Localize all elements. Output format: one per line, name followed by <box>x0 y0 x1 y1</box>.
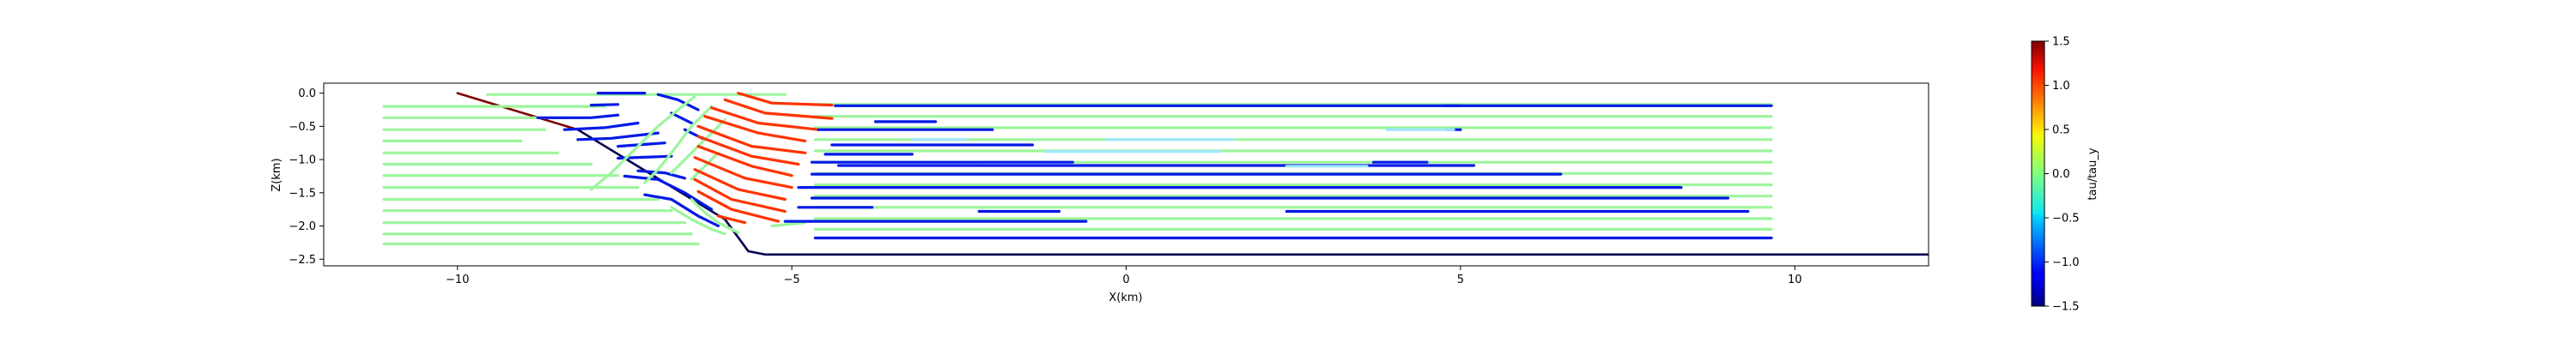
horizon-line-49 <box>737 91 834 107</box>
horizon-line-25 <box>623 174 714 211</box>
horizon-line-20 <box>562 121 640 131</box>
horizon-line-26 <box>643 193 720 228</box>
horizon-line-19 <box>536 113 620 119</box>
y-tick-label: −1.5 <box>289 187 316 200</box>
horizon-line-52 <box>703 115 807 142</box>
plot-area <box>382 91 1929 256</box>
x-tick-label: −5 <box>784 274 800 286</box>
horizon-line-53 <box>696 124 807 154</box>
horizon-line-30 <box>589 94 696 191</box>
x-tick-label: 5 <box>1457 274 1464 286</box>
horizon-line-54 <box>696 135 800 166</box>
colorbar-tick-label: −0.5 <box>2052 213 2080 226</box>
colorbar-tick-label: −1.5 <box>2052 301 2080 314</box>
y-tick-label: −2.0 <box>289 220 316 233</box>
horizon-line-28 <box>670 111 693 125</box>
horizon-line-51 <box>710 106 820 131</box>
horizon-line-59 <box>696 190 781 223</box>
horizon-line-0 <box>456 92 580 131</box>
horizon-line-57 <box>693 168 787 202</box>
colorbar-ticks: 1.5 1.0 0.5 0.0 −0.5 −1.0 −1.5 <box>2044 36 2080 314</box>
colorbar-label: tau/tau_y <box>2087 147 2099 200</box>
horizon-line-34 <box>690 197 740 234</box>
y-axis-ticks: 0.0 −0.5 −1.0 −1.5 −2.0 −2.5 <box>289 87 324 267</box>
y-axis-label: Z(km) <box>270 158 283 191</box>
horizon-line-31 <box>643 105 714 184</box>
horizon-line-24 <box>636 169 687 180</box>
horizon-line-1 <box>576 128 1929 256</box>
y-tick-label: −1.0 <box>289 154 316 167</box>
horizon-line-56 <box>693 156 793 190</box>
horizon-line-32 <box>670 118 726 175</box>
y-tick-label: 0.0 <box>298 87 316 100</box>
x-tick-label: 10 <box>1788 274 1802 286</box>
colorbar-tick-label: 1.5 <box>2052 36 2070 49</box>
horizon-line-21 <box>576 131 660 141</box>
horizon-line-60 <box>716 214 747 225</box>
colorbar-tick-label: 0.5 <box>2052 124 2070 137</box>
horizon-line-27 <box>656 93 700 111</box>
colorbar-tick-label: 1.0 <box>2052 80 2070 93</box>
y-tick-label: −0.5 <box>289 121 316 134</box>
x-axis-ticks: −10 −5 0 5 10 <box>446 266 1802 286</box>
horizon-line-58 <box>693 178 787 214</box>
horizon-line-33 <box>690 151 720 181</box>
y-tick-label: −2.5 <box>289 254 316 267</box>
x-tick-label: 0 <box>1122 274 1129 286</box>
x-tick-label: −10 <box>446 274 469 286</box>
colorbar <box>2031 40 2045 307</box>
horizon-line-55 <box>696 145 793 178</box>
horizon-line-50 <box>723 98 834 120</box>
horizon-line-35 <box>670 206 726 236</box>
colorbar-tick-label: −1.0 <box>2052 256 2080 269</box>
horizon-line-36 <box>770 221 807 228</box>
colorbar-tick-label: 0.0 <box>2052 168 2070 181</box>
x-axis-label: X(km) <box>1109 292 1142 304</box>
